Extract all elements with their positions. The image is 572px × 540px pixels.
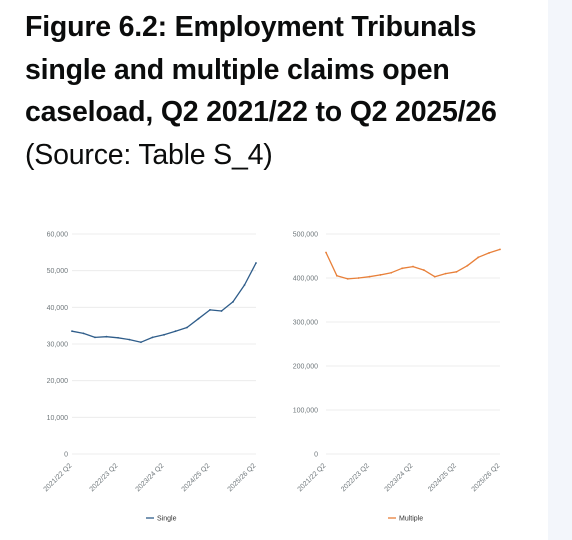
data-point bbox=[71, 330, 73, 333]
data-point bbox=[174, 330, 177, 333]
data-point bbox=[499, 248, 501, 251]
x-tick-label: 2023/24 Q2 bbox=[135, 462, 166, 493]
data-point bbox=[94, 336, 96, 339]
data-point bbox=[412, 265, 414, 268]
series-line-multiple bbox=[325, 248, 501, 280]
side-panel bbox=[548, 0, 572, 540]
x-tick-label: 2022/23 Q2 bbox=[340, 462, 371, 493]
data-point bbox=[325, 251, 327, 254]
y-tick-label: 300,000 bbox=[293, 320, 318, 327]
chart-panel-1: 0 10,000 20,000 30,000 40,000 50,000 60,000 202… bbox=[43, 232, 258, 523]
x-tick-label: 2025/26 Q2 bbox=[471, 462, 502, 493]
y-tick-label: 0 bbox=[314, 452, 318, 459]
data-point bbox=[357, 277, 360, 279]
data-point bbox=[209, 309, 211, 311]
data-point bbox=[466, 264, 469, 267]
data-point bbox=[140, 341, 142, 344]
series-line-single bbox=[71, 262, 257, 343]
data-point bbox=[151, 336, 154, 339]
data-point bbox=[335, 274, 338, 277]
data-point bbox=[197, 317, 200, 320]
data-point bbox=[163, 333, 165, 336]
data-point bbox=[82, 332, 85, 335]
data-point bbox=[477, 256, 480, 259]
data-point bbox=[422, 269, 425, 271]
chart-panel-2: 0 100,000 200,000 300,000 400,000 500,000 2021… bbox=[293, 232, 502, 523]
data-point bbox=[255, 262, 257, 264]
data-point bbox=[368, 275, 371, 278]
legend-label-single: Single bbox=[157, 516, 177, 523]
y-tick-label: 30,000 bbox=[47, 342, 69, 349]
data-point bbox=[117, 336, 119, 339]
data-point bbox=[128, 338, 131, 341]
y-tick-label: 60,000 bbox=[47, 232, 69, 239]
data-point bbox=[186, 326, 188, 329]
data-point bbox=[390, 271, 393, 274]
y-tick-label: 10,000 bbox=[47, 415, 69, 422]
y-tick-label: 200,000 bbox=[293, 364, 318, 371]
data-point bbox=[232, 300, 234, 303]
x-tick-label: 2021/22 Q2 bbox=[43, 462, 74, 493]
data-point bbox=[444, 272, 447, 275]
data-point bbox=[433, 275, 436, 278]
figure-heading: Figure 6.2: Employment Tribunals single … bbox=[25, 6, 540, 176]
data-point bbox=[488, 252, 491, 254]
x-tick-label: 2021/22 Q2 bbox=[297, 462, 328, 493]
y-tick-label: 500,000 bbox=[293, 232, 318, 239]
x-tick-label: 2025/26 Q2 bbox=[227, 462, 258, 493]
figure-title: Figure 6.2: Employment Tribunals single … bbox=[25, 11, 497, 128]
y-tick-label: 400,000 bbox=[293, 276, 318, 283]
x-tick-label: 2024/25 Q2 bbox=[181, 462, 212, 493]
charts-area: 0 10,000 20,000 30,000 40,000 50,000 60,000 202… bbox=[0, 220, 548, 530]
figure-source: (Source: Table S_4) bbox=[25, 138, 273, 171]
x-tick-label: 2023/24 Q2 bbox=[384, 462, 415, 493]
data-point bbox=[346, 277, 349, 280]
data-point bbox=[243, 284, 246, 286]
data-point bbox=[220, 310, 223, 312]
x-tick-label: 2024/25 Q2 bbox=[427, 462, 458, 493]
data-point bbox=[455, 270, 458, 273]
y-tick-label: 20,000 bbox=[47, 378, 69, 385]
charts-svg: 0 10,000 20,000 30,000 40,000 50,000 60,000 202… bbox=[43, 232, 502, 523]
data-point bbox=[401, 267, 404, 270]
data-point bbox=[105, 335, 108, 338]
y-tick-label: 100,000 bbox=[293, 408, 318, 415]
y-tick-label: 0 bbox=[64, 452, 68, 459]
y-tick-label: 50,000 bbox=[47, 268, 69, 275]
data-point bbox=[379, 274, 382, 276]
x-tick-label: 2022/23 Q2 bbox=[89, 462, 120, 493]
legend-label-multiple: Multiple bbox=[399, 516, 423, 523]
y-tick-label: 40,000 bbox=[47, 305, 69, 312]
